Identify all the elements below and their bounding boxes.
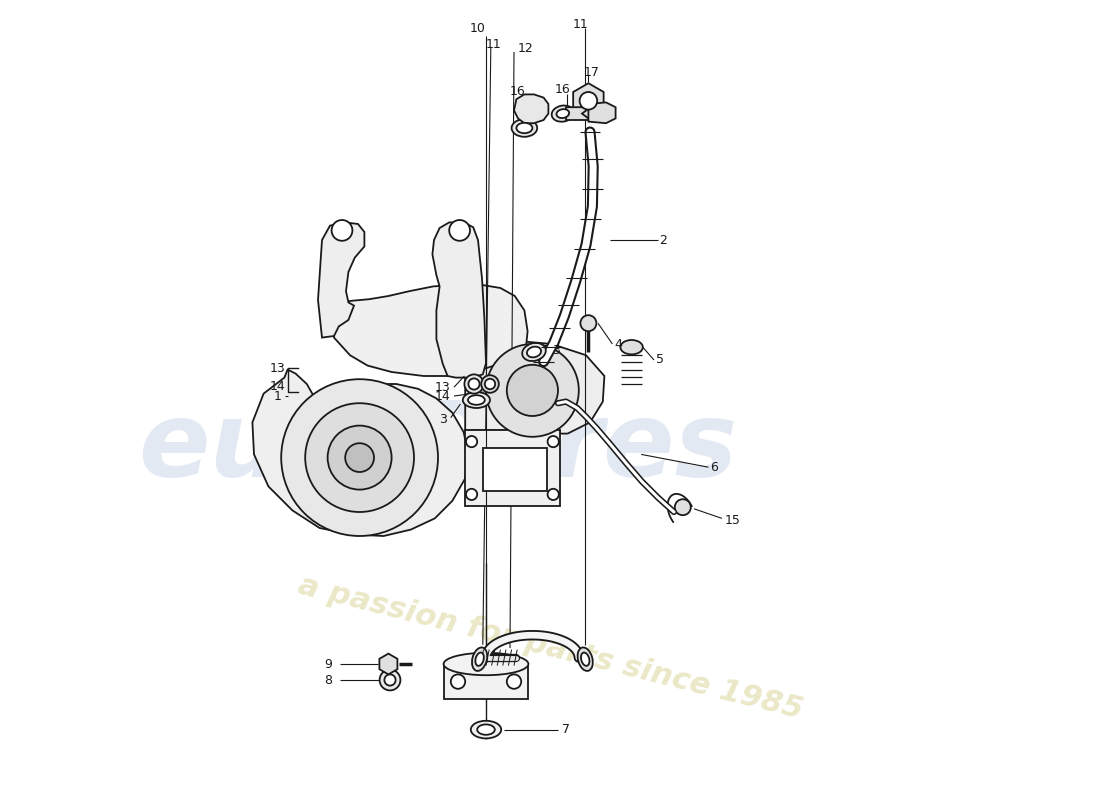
Text: 10: 10 [470,22,486,34]
Circle shape [507,674,521,689]
Text: 16: 16 [510,85,526,98]
Circle shape [674,499,691,515]
Circle shape [449,220,470,241]
Ellipse shape [463,392,490,408]
Text: 15: 15 [725,514,740,526]
Text: 9: 9 [324,658,332,670]
Text: 6: 6 [710,461,718,474]
Circle shape [466,436,477,447]
Circle shape [384,674,396,686]
Ellipse shape [522,343,546,361]
Circle shape [507,365,558,416]
Polygon shape [465,430,560,506]
Text: 4: 4 [614,338,622,350]
Text: 16: 16 [554,83,571,96]
Polygon shape [252,370,469,536]
Circle shape [331,220,352,241]
Text: 12: 12 [518,42,534,55]
Polygon shape [432,222,486,378]
Text: 3: 3 [551,344,560,357]
Polygon shape [465,341,604,434]
Circle shape [466,489,477,500]
Circle shape [345,443,374,472]
Text: 8: 8 [324,674,332,686]
Ellipse shape [471,721,502,738]
Bar [483,448,547,491]
Ellipse shape [475,653,484,666]
Ellipse shape [481,375,498,393]
Ellipse shape [578,647,593,671]
Ellipse shape [516,122,532,134]
Text: 7: 7 [562,723,570,736]
Ellipse shape [464,374,484,394]
Text: 3: 3 [439,413,447,426]
Ellipse shape [581,653,590,666]
Circle shape [328,426,392,490]
Ellipse shape [485,379,495,389]
Ellipse shape [552,106,574,122]
Circle shape [486,344,579,437]
Ellipse shape [469,378,480,390]
Text: 13: 13 [434,381,450,394]
Text: 13: 13 [270,362,285,374]
Text: 14: 14 [434,390,450,402]
Text: 17: 17 [584,66,600,78]
Polygon shape [566,107,588,120]
Text: 14: 14 [270,380,285,393]
Polygon shape [588,102,616,123]
Ellipse shape [443,653,528,675]
Ellipse shape [557,109,569,118]
Bar [443,666,528,699]
Circle shape [379,670,400,690]
Ellipse shape [477,725,495,734]
Polygon shape [318,222,364,338]
Circle shape [581,315,596,331]
Circle shape [305,403,414,512]
Circle shape [451,674,465,689]
Text: 11: 11 [486,38,502,51]
Circle shape [548,489,559,500]
Polygon shape [514,94,549,123]
Text: 5: 5 [656,354,663,366]
Circle shape [548,436,559,447]
Text: euroPares: euroPares [139,397,738,499]
Text: 1: 1 [274,390,282,402]
Polygon shape [334,285,528,376]
Ellipse shape [472,647,487,671]
Ellipse shape [620,340,642,354]
Polygon shape [573,83,604,118]
Ellipse shape [512,119,537,137]
Text: 2: 2 [660,234,668,246]
Text: 11: 11 [572,18,588,30]
Ellipse shape [527,346,541,358]
Text: a passion for parts since 1985: a passion for parts since 1985 [295,571,805,725]
Ellipse shape [468,395,485,405]
Polygon shape [379,654,397,674]
Circle shape [580,92,597,110]
Circle shape [282,379,438,536]
